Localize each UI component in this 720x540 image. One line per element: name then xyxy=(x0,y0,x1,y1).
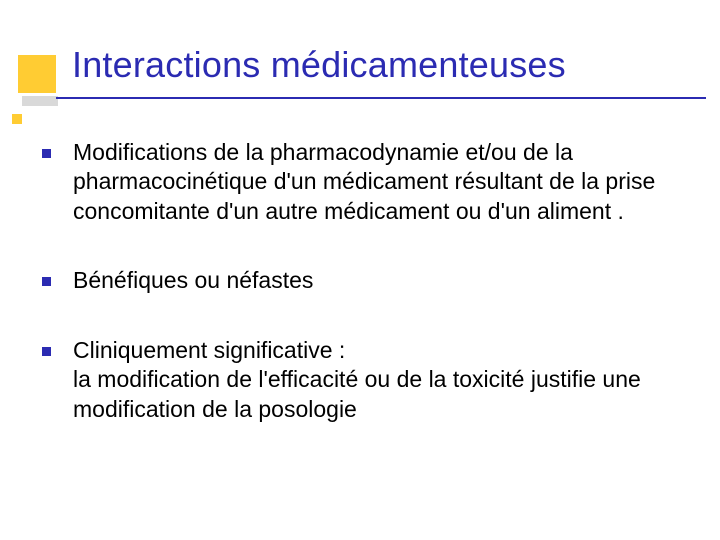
bullet-square-icon xyxy=(42,277,51,286)
bullet-square-icon xyxy=(42,149,51,158)
content-area: Modifications de la pharmacodynamie et/o… xyxy=(42,138,702,464)
list-item: Modifications de la pharmacodynamie et/o… xyxy=(42,138,702,226)
accent-square-large xyxy=(18,55,56,93)
slide-title: Interactions médicamenteuses xyxy=(72,44,708,86)
bullet-square-icon xyxy=(42,347,51,356)
accent-shadow xyxy=(22,96,58,106)
list-item: Cliniquement significative : la modifica… xyxy=(42,336,702,424)
accent-square-small xyxy=(12,114,22,124)
title-container: Interactions médicamenteuses xyxy=(72,44,708,86)
title-underline xyxy=(56,97,706,99)
bullet-text: Cliniquement significative : la modifica… xyxy=(73,336,702,424)
bullet-text: Bénéfiques ou néfastes xyxy=(73,266,313,295)
list-item: Bénéfiques ou néfastes xyxy=(42,266,702,295)
bullet-text: Modifications de la pharmacodynamie et/o… xyxy=(73,138,702,226)
